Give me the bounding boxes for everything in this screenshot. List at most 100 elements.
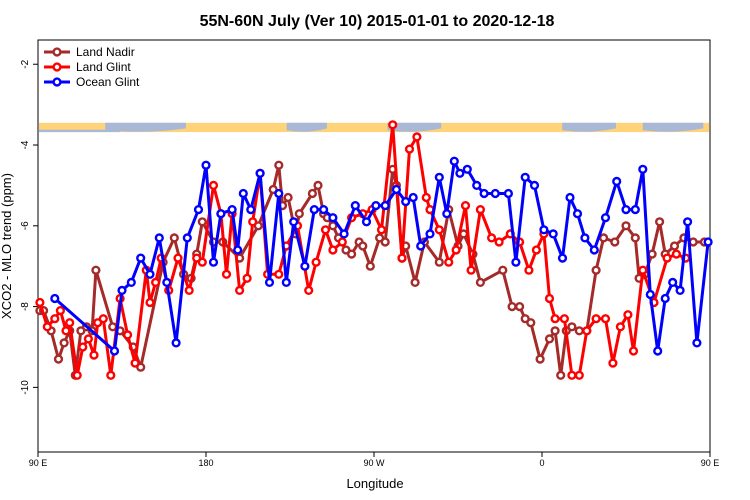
data-point [380,201,390,211]
data-point [638,164,648,174]
legend-marker [52,47,62,57]
data-point [227,205,237,215]
data-point [472,180,482,191]
data-point [434,257,444,267]
data-point [598,233,609,243]
data-point [589,245,599,255]
data-point [442,209,452,219]
data-point [630,233,640,243]
data-point [307,188,318,199]
data-point [507,302,517,312]
data-point [550,314,560,324]
data-point [201,160,211,170]
data-point [434,172,444,182]
data-point [434,225,444,235]
data-point [311,257,321,267]
data-point [654,217,665,227]
map-ocean [562,122,616,132]
data-point [412,132,422,142]
data-point [391,184,402,195]
data-point [328,213,338,223]
data-point [274,160,284,170]
data-point [544,334,555,344]
data-point [319,205,329,215]
data-point [50,293,60,304]
legend-marker [52,77,62,87]
data-point [567,322,577,332]
data-point [638,265,648,275]
data-point [524,265,534,275]
data-point [339,229,349,239]
data-point [544,293,555,304]
data-point [600,213,611,223]
data-point [221,269,232,279]
x-tick-label: 180 [198,458,213,468]
y-tick-label: -10 [20,380,31,395]
data-point [154,233,164,243]
legend-marker [52,62,62,72]
map-ocean [286,122,327,132]
data-point [475,205,486,215]
data-point [169,233,179,243]
series-layer [35,120,713,380]
data-point [548,229,558,239]
data-point [660,293,670,304]
y-axis-label: XCO2 - MLO trend (ppm) [0,173,14,319]
data-point [289,217,299,227]
data-point [623,310,633,320]
data-point [529,180,540,191]
data-point [653,346,663,356]
data-point [460,201,471,211]
x-axis-label: Longitude [346,476,403,491]
data-point [246,205,256,215]
x-tick-label: 90 E [701,458,720,468]
data-point [106,370,116,380]
data-point [671,249,682,259]
data-point [53,354,64,364]
data-point [511,257,521,267]
data-point [216,209,226,219]
data-point [50,314,60,324]
map-ocean [642,122,704,132]
data-point [498,265,508,275]
data-point [151,277,161,288]
data-point [466,265,476,275]
series-line [53,159,710,353]
data-point [117,285,127,296]
data-point [572,209,583,219]
data-point [274,188,284,199]
data-point [449,156,459,166]
data-point [65,318,75,328]
x-tick-label: 90 E [29,458,48,468]
data-point [208,257,219,267]
data-point [475,277,486,288]
data-point [610,237,620,247]
y-tick-label: -6 [20,221,31,230]
data-point [682,217,693,227]
data-point [559,314,570,324]
data-point [514,302,525,312]
data-point [647,249,657,259]
data-point [136,253,146,263]
data-point [380,237,390,247]
data-point [455,168,465,178]
data-point [668,277,678,288]
data-point [78,342,88,352]
data-point [109,346,120,356]
data-point [145,297,155,308]
data-point [490,188,500,199]
data-point [193,205,204,215]
data-point [130,358,140,368]
data-point [126,277,136,288]
data-point [337,237,347,247]
data-point [173,253,183,263]
chart-title: 55N-60N July (Ver 10) 2015-01-01 to 2020… [200,13,555,30]
data-point [304,285,314,296]
data-point [59,338,69,348]
data-point [162,277,172,288]
data-point [557,253,568,263]
x-tick-label: 90 W [363,458,385,468]
data-point [145,269,155,279]
series-ocean-glint [50,156,713,356]
